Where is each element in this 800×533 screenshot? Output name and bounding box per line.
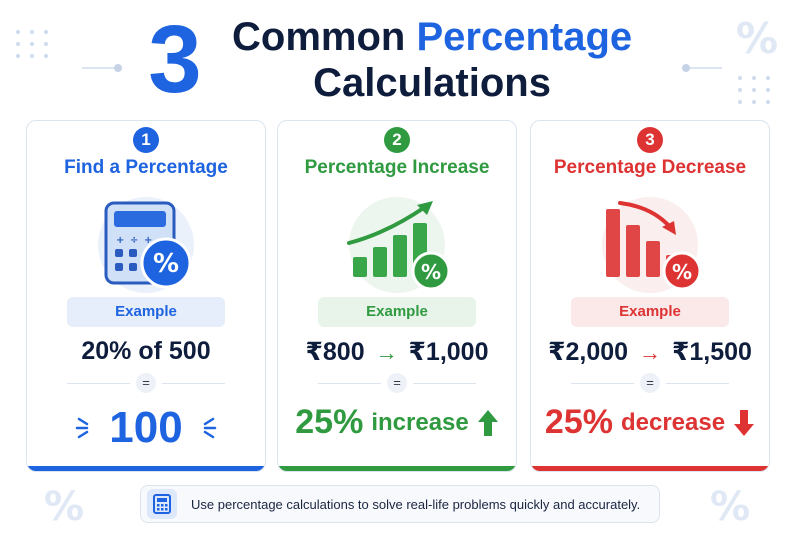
arrow-right-icon: →	[639, 340, 661, 365]
svg-text:÷: ÷	[130, 235, 138, 246]
calculator-percent-icon: + ÷ + %	[86, 195, 206, 305]
card-accent-bar	[278, 466, 516, 471]
sparkle-left-icon	[76, 417, 89, 439]
result: 100	[27, 403, 265, 453]
title-line-2: Calculations	[313, 61, 551, 105]
card-accent-bar	[27, 466, 265, 471]
percent-decoration-bottom-right: %	[710, 484, 751, 530]
result-value: 100	[109, 403, 183, 452]
rising-bar-chart-percent-icon: %	[337, 195, 457, 305]
equals-sign: =	[640, 373, 660, 393]
dot-grid-decoration	[16, 30, 50, 58]
divider-line-right	[690, 67, 722, 69]
equals-divider: =	[67, 373, 225, 393]
card-number-badge: 3	[637, 127, 663, 153]
to-value: ₹1,500	[671, 338, 752, 366]
calculator-icon	[147, 489, 177, 519]
card-title: Percentage Increase	[304, 157, 490, 178]
arrow-right-icon: →	[375, 340, 398, 365]
card-percentage-increase: 2 Percentage Increase % Example ₹800 → ₹…	[277, 120, 517, 472]
card-number-badge: 1	[133, 127, 159, 153]
falling-bar-chart-percent-icon: %	[590, 195, 710, 305]
result: 25% decrease	[531, 403, 769, 442]
card-title: Find a Percentage	[64, 157, 228, 178]
title-word: Common	[232, 15, 406, 59]
equals-sign: =	[387, 373, 407, 393]
example-label: Example	[571, 297, 729, 327]
arrow-up-icon	[477, 409, 498, 436]
card-percentage-decrease: 3 Percentage Decrease % Example ₹2,000 →…	[530, 120, 770, 472]
result: 25% increase	[278, 403, 516, 442]
footer-text: Use percentage calculations to solve rea…	[191, 496, 641, 512]
result-word: decrease	[620, 408, 726, 436]
percent-decoration-bottom-left: %	[44, 484, 85, 530]
result-value: 25%	[295, 403, 364, 441]
card-accent-bar	[531, 466, 769, 471]
divider-dot-left	[114, 64, 122, 72]
example-expression: ₹800 → ₹1,000	[278, 337, 516, 367]
equals-sign: =	[136, 373, 156, 393]
title-number: 3	[148, 6, 202, 113]
to-value: ₹1,000	[408, 338, 489, 366]
svg-text:%: %	[672, 260, 692, 284]
result-value: 25%	[544, 403, 613, 441]
card-number-badge: 2	[384, 127, 410, 153]
svg-text:%: %	[153, 249, 179, 279]
card-title: Percentage Decrease	[553, 157, 747, 178]
percent-decoration-top-right: %	[736, 14, 779, 63]
result-word: increase	[371, 408, 469, 436]
equals-divider: =	[318, 373, 476, 393]
page-title: 3 Common Percentage Calculations	[130, 10, 690, 110]
sparkle-right-icon	[203, 417, 216, 439]
example-label: Example	[318, 297, 476, 327]
arrow-down-icon	[734, 409, 755, 436]
example-label: Example	[67, 297, 225, 327]
from-value: ₹2,000	[548, 338, 629, 366]
divider-dot-right	[682, 64, 690, 72]
title-accent-word: Percentage	[416, 15, 633, 59]
svg-text:+: +	[116, 235, 124, 246]
dot-grid-decoration-right	[738, 76, 772, 104]
svg-text:%: %	[421, 260, 441, 284]
equals-divider: =	[571, 373, 729, 393]
example-expression: 20% of 500	[81, 337, 211, 365]
from-value: ₹800	[305, 338, 365, 366]
example-expression: ₹2,000 → ₹1,500	[531, 337, 769, 367]
card-find-percentage: 1 Find a Percentage + ÷ + % Example 20% of…	[26, 120, 266, 472]
footer-tip: Use percentage calculations to solve rea…	[140, 485, 660, 523]
divider-line-left	[82, 67, 116, 69]
svg-text:+: +	[144, 235, 152, 246]
